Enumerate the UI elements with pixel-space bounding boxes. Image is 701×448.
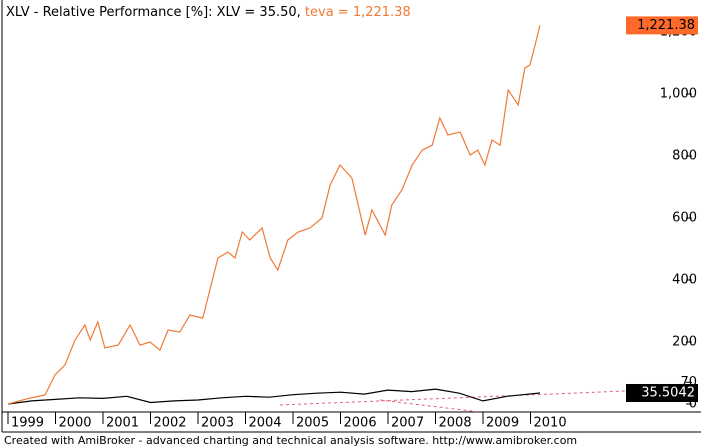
y-tick-label: 600 [672,211,697,226]
title: XLV - Relative Performance [%]: [6,5,217,20]
chart-title: XLV - Relative Performance [%]: XLV = 35… [6,5,411,20]
last-value-box [626,383,698,402]
x-tick-label: 2002 [153,416,186,431]
x-tick-label: 2000 [58,416,91,431]
legend-entry: teva = 1,221.38 [305,5,411,20]
trend-line [379,399,481,413]
y-tick-label: 1,000 [660,87,697,102]
y-tick-label: 200 [672,335,697,350]
x-tick-label: 2010 [534,416,567,431]
legend-entry: XLV = 35.50 [217,5,297,20]
y-tick-label: 400 [672,273,697,288]
x-tick-label: 2004 [248,416,281,431]
y-tick-label: 0 [689,397,697,412]
x-tick-label: 2006 [344,416,377,431]
x-tick-label: 2009 [486,416,519,431]
last-value-label: 35.5042 [641,385,695,400]
x-tick-label: 1999 [11,416,44,431]
last-value-box [626,16,698,35]
footer: Created with AmiBroker - advanced charti… [4,434,577,447]
x-tick-label: 2003 [201,416,234,431]
x-tick-label: 2001 [106,416,139,431]
x-tick-label: 2007 [391,416,424,431]
x-tick-label: 2008 [439,416,472,431]
series-line [7,25,541,405]
series-line [7,388,541,405]
x-tick-label: 2005 [296,416,329,431]
y-tick-label: 800 [672,149,697,164]
last-value-label: 1,221.38 [637,18,695,33]
